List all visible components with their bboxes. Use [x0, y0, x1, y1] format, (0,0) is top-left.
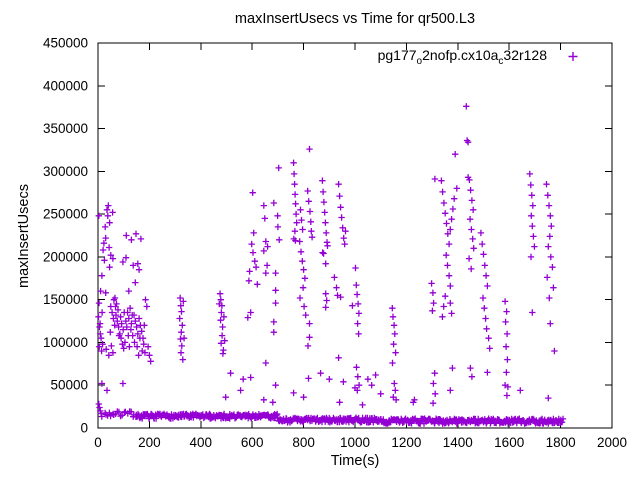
- plot-frame: [97, 42, 613, 429]
- axis-tick-labels: 0 200 400 600 800 1000 1200 1400 1600 1800 2000 0 50…: [43, 36, 627, 451]
- x-tick-label: 600: [241, 435, 264, 450]
- x-tick-label: 2000: [597, 435, 627, 450]
- legend-label-subscript: o: [416, 55, 423, 67]
- x-tick-label: 0: [94, 435, 102, 450]
- x-tick-label: 1800: [546, 435, 576, 450]
- x-tick-label: 200: [138, 435, 161, 450]
- chart-title: maxInsertUsecs vs Time for qr500.L3: [234, 11, 476, 27]
- plot-border: [97, 42, 613, 429]
- y-tick-label: 350000: [43, 121, 88, 136]
- y-tick-label: 100000: [43, 335, 88, 350]
- axis-ticks: [97, 42, 613, 429]
- x-tick-label: 400: [190, 435, 213, 450]
- scatter-points: [95, 103, 567, 427]
- y-axis-label: maxInsertUsecs: [16, 184, 32, 288]
- x-tick-label: 1400: [443, 435, 473, 450]
- legend-label: pg177o2nofp.cx10ac32r128: [377, 47, 547, 66]
- y-tick-label: 450000: [43, 36, 88, 51]
- legend-label-subscript: c: [498, 55, 504, 67]
- legend-marker-icon: [568, 52, 578, 61]
- y-tick-label: 50000: [50, 378, 88, 393]
- y-tick-label: 0: [80, 421, 88, 436]
- y-tick-label: 250000: [43, 207, 88, 222]
- y-tick-label: 400000: [43, 78, 88, 93]
- x-axis-label: Time(s): [330, 453, 380, 469]
- x-tick-label: 1200: [391, 435, 421, 450]
- x-tick-label: 1000: [340, 435, 370, 450]
- legend-entry: pg177o2nofp.cx10ac32r128: [0, 47, 547, 66]
- y-tick-label: 150000: [43, 292, 88, 307]
- x-tick-label: 800: [292, 435, 315, 450]
- y-tick-label: 200000: [43, 249, 88, 264]
- y-tick-label: 300000: [43, 164, 88, 179]
- legend-label-text: 2nofp.cx10a: [422, 47, 499, 63]
- legend-label-text: pg177: [377, 47, 417, 63]
- legend-label-text: 32r128: [503, 47, 547, 63]
- x-tick-label: 1600: [494, 435, 524, 450]
